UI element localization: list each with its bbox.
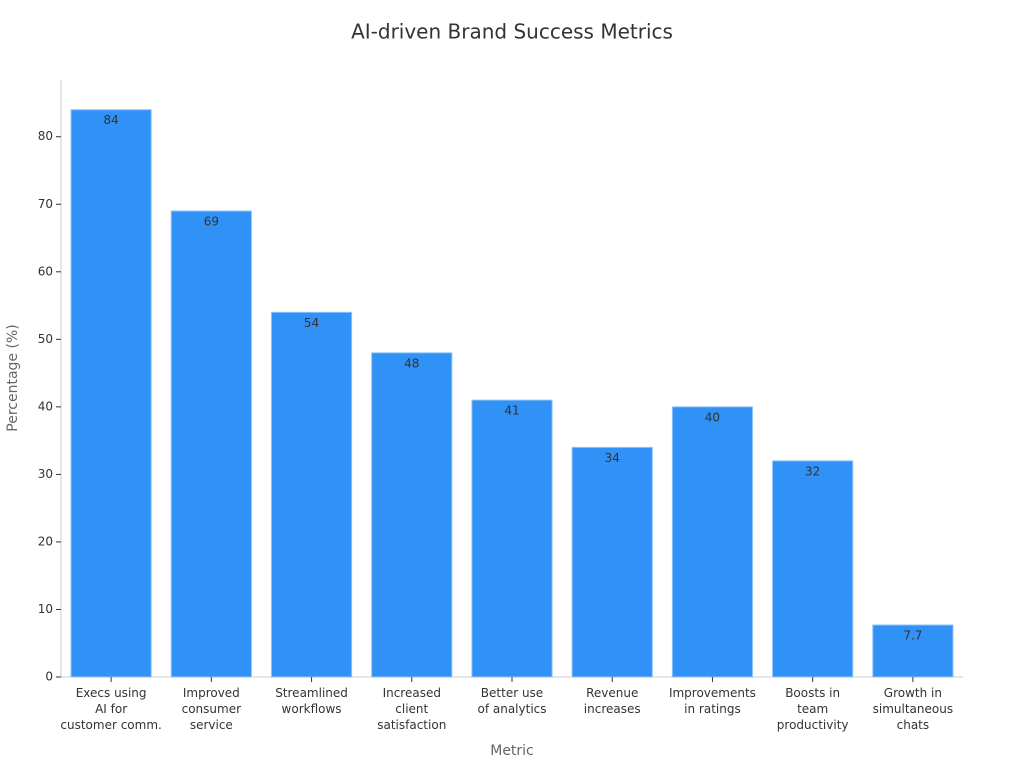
- y-tick-label: 40: [38, 399, 53, 413]
- value-label: 32: [805, 464, 820, 478]
- bar: [671, 406, 754, 678]
- y-tick-label: 80: [38, 129, 53, 143]
- value-label: 40: [705, 410, 720, 424]
- value-label: 54: [304, 316, 319, 330]
- bar: [170, 210, 252, 678]
- x-tick-label: Improved consumer service: [181, 686, 242, 732]
- x-tick-label: Streamlined workflows: [275, 686, 348, 716]
- chart-title: AI-driven Brand Success Metrics: [351, 20, 673, 44]
- x-tick-label: Execs using AI for customer comm.: [60, 686, 162, 732]
- value-label: 48: [404, 356, 419, 370]
- x-tick-label: Improvements in ratings: [668, 686, 756, 716]
- bar: [471, 399, 553, 678]
- bar: [872, 624, 954, 678]
- bar: [270, 311, 353, 678]
- y-tick-label: 50: [38, 332, 53, 346]
- x-tick-label: Boosts in team productivity: [776, 686, 849, 732]
- value-label: 41: [504, 404, 519, 418]
- value-label: 84: [103, 113, 118, 127]
- bar: [772, 460, 854, 678]
- value-label: 34: [605, 451, 620, 465]
- y-tick-label: 20: [38, 534, 53, 548]
- value-label: 69: [204, 215, 219, 229]
- y-tick-label: 70: [38, 197, 53, 211]
- y-tick-label: 30: [38, 467, 53, 481]
- x-tick-label: Increased client satisfaction: [377, 686, 447, 732]
- x-tick-label: Revenue increases: [583, 686, 641, 716]
- y-tick-label: 0: [45, 670, 53, 684]
- x-tick-label: Better use of analytics: [477, 686, 547, 716]
- y-tick-label: 60: [38, 264, 53, 278]
- y-axis-label: Percentage (%): [5, 324, 21, 431]
- value-label: 7.7: [903, 628, 922, 642]
- bar: [371, 352, 453, 678]
- x-tick-label: Growth in simultaneous chats: [872, 686, 954, 732]
- y-tick-label: 10: [38, 602, 53, 616]
- x-axis-label: Metric: [490, 743, 534, 759]
- bar: [571, 446, 653, 678]
- bar: [70, 109, 152, 678]
